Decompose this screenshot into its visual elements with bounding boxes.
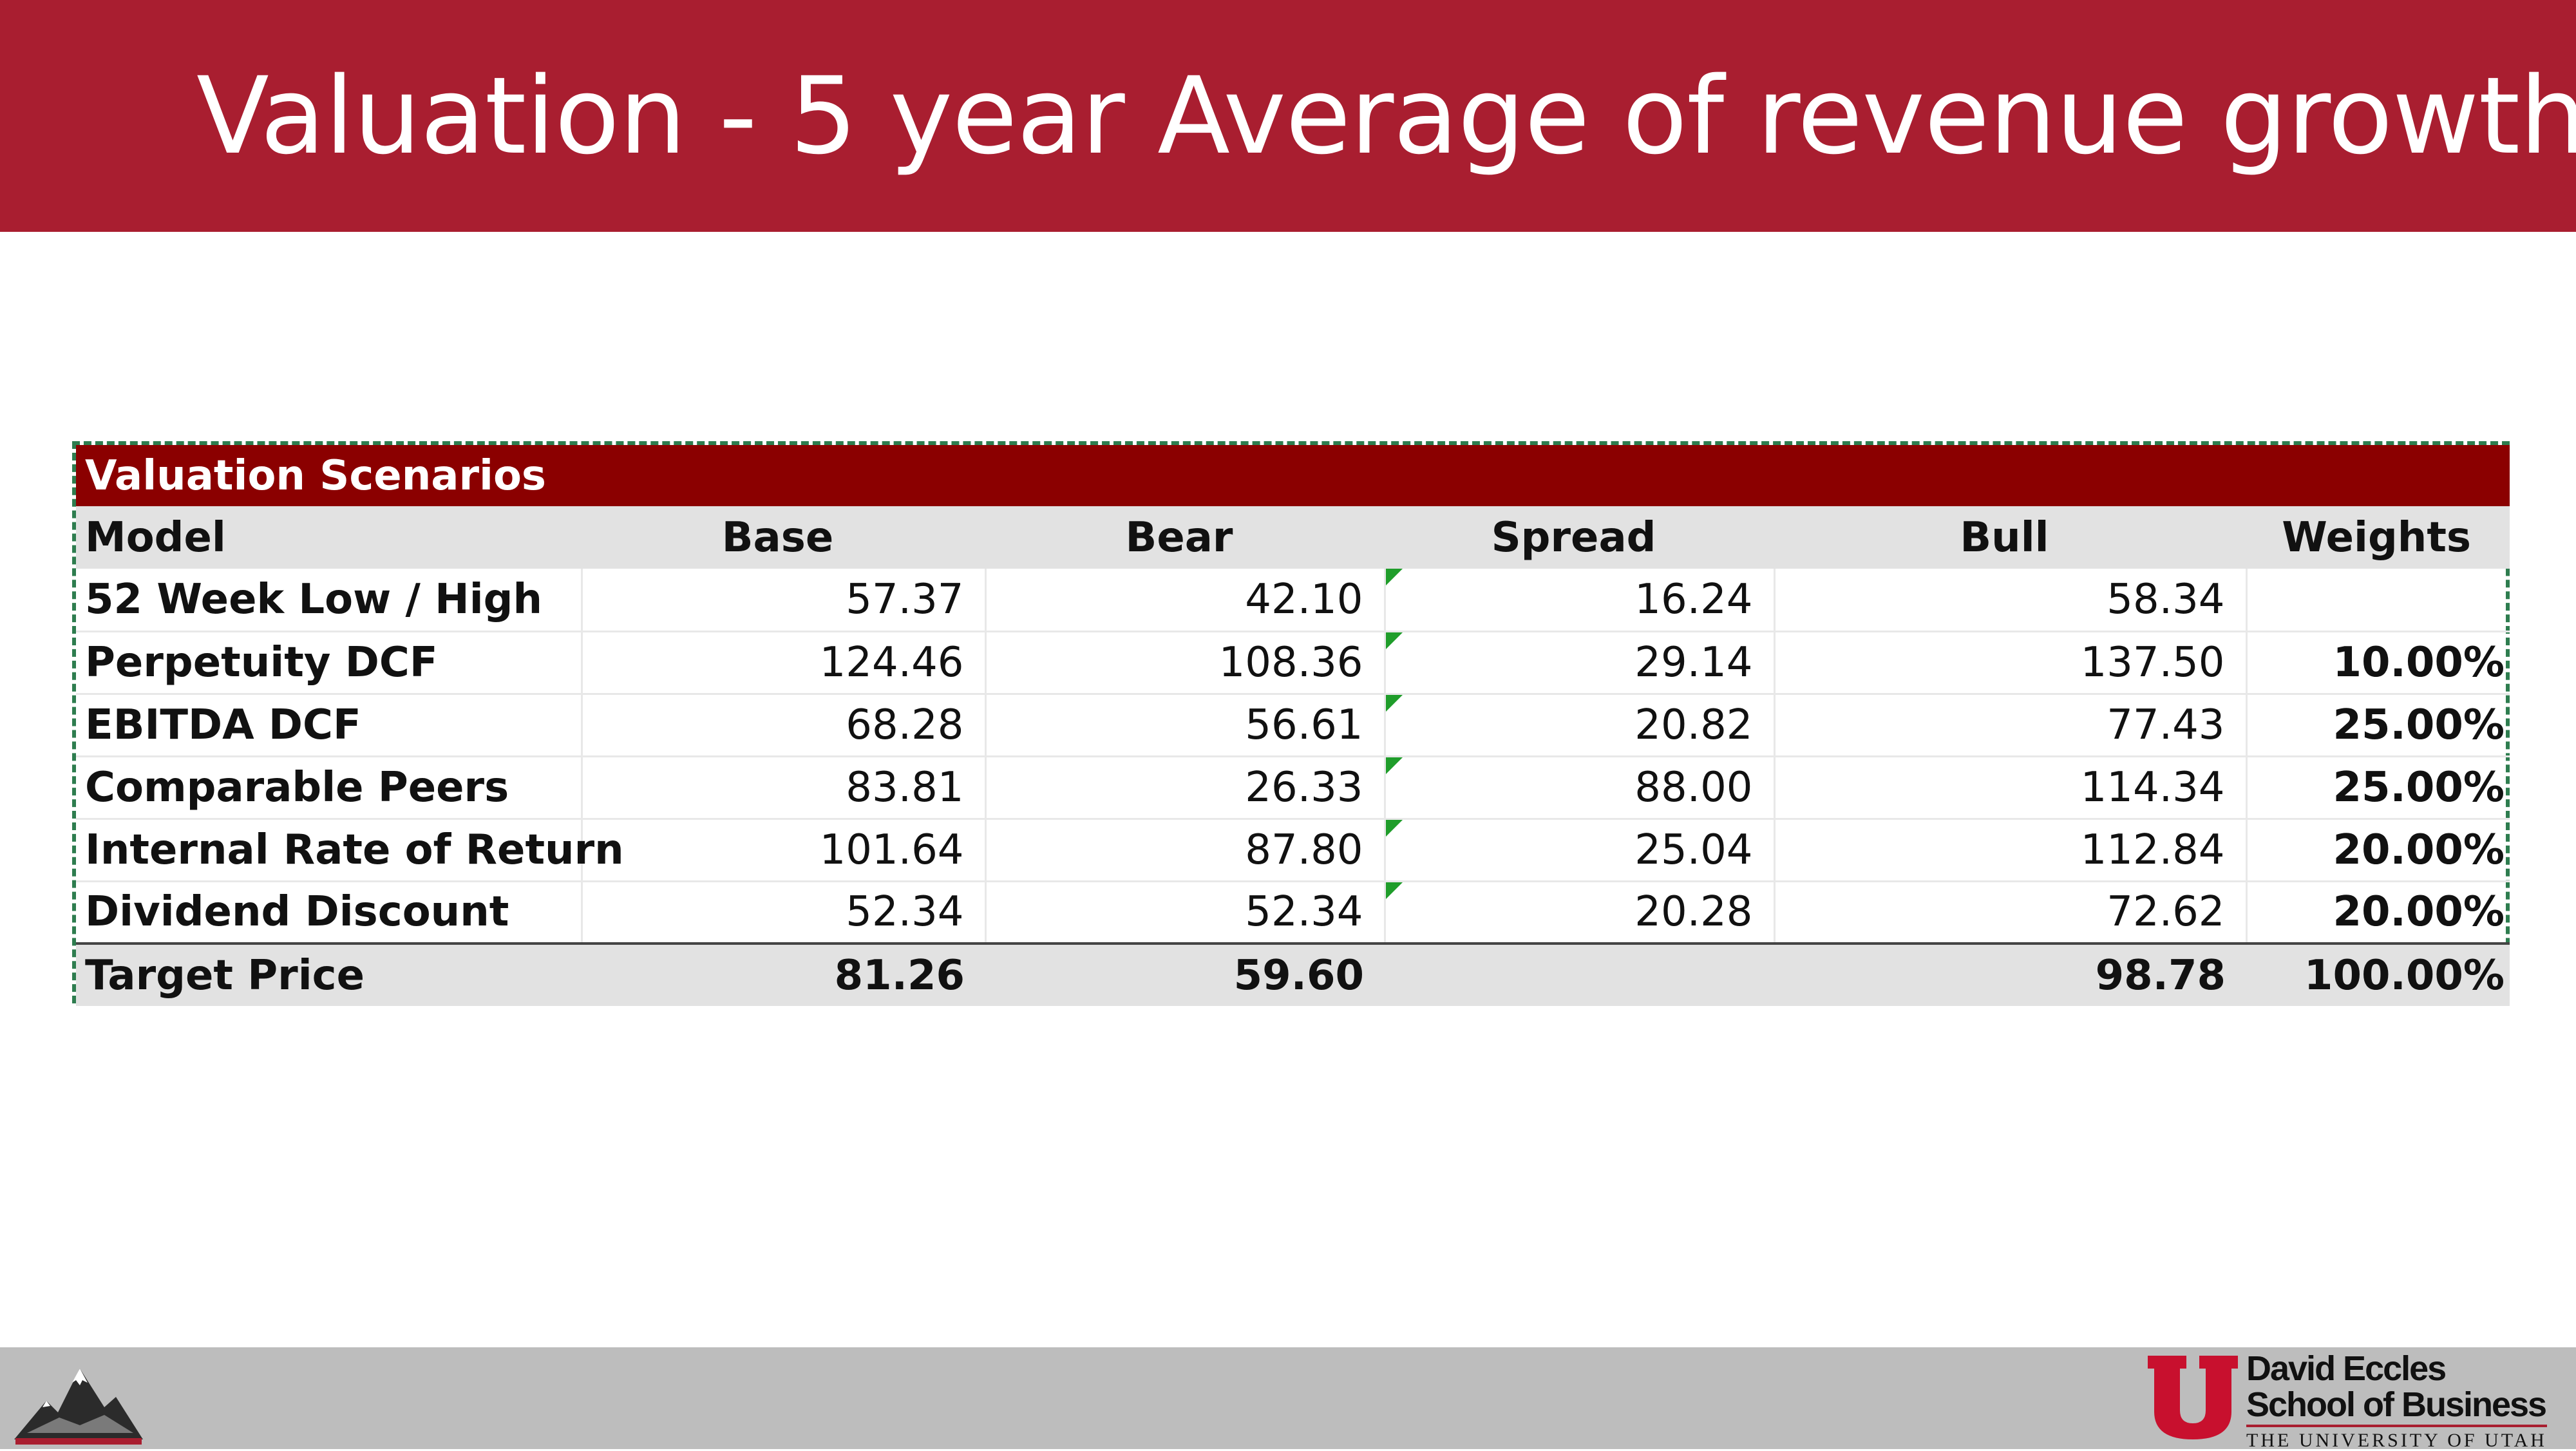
table-row: Internal Rate of Return 101.64 87.80 25.… — [76, 819, 2510, 882]
total-row: Target Price 81.26 59.60 98.78 100.00% — [76, 942, 2510, 1006]
bear-value: 56.61 — [985, 694, 1386, 757]
model-name: Dividend Discount — [76, 881, 583, 945]
weight-value: 25.00% — [2246, 756, 2510, 820]
table-title-row: Valuation Scenarios — [76, 445, 2510, 506]
column-header-base: Base — [582, 506, 985, 569]
base-value: 83.81 — [582, 756, 987, 820]
bear-value: 87.80 — [985, 819, 1386, 882]
bull-value: 112.84 — [1774, 819, 2248, 882]
weight-value — [2246, 569, 2510, 632]
weight-value: 20.00% — [2246, 819, 2510, 882]
bull-value: 58.34 — [1774, 569, 2248, 632]
column-header-bull: Bull — [1774, 506, 2246, 569]
spread-value: 20.82 — [1385, 694, 1776, 757]
spread-value-text: 88.00 — [1634, 763, 1753, 811]
spread-value-text: 20.82 — [1634, 701, 1753, 749]
base-value: 124.46 — [582, 631, 987, 695]
footer-band — [0, 1347, 2576, 1449]
weight-value: 10.00% — [2246, 631, 2510, 695]
bear-value: 26.33 — [985, 756, 1386, 820]
table-row: Dividend Discount 52.34 52.34 20.28 72.6… — [76, 881, 2510, 945]
column-header-model: Model — [76, 506, 582, 569]
block-u-logo-icon — [2148, 1356, 2238, 1439]
bull-value: 114.34 — [1774, 756, 2248, 820]
table-row: Comparable Peers 83.81 26.33 88.00 114.3… — [76, 756, 2510, 820]
table-header-row: Model Base Bear Spread Bull Weights — [76, 506, 2510, 569]
total-bear: 59.60 — [985, 942, 1385, 1006]
model-name: EBITDA DCF — [76, 694, 583, 757]
error-marker-icon — [1385, 632, 1403, 649]
weight-value: 25.00% — [2246, 694, 2510, 757]
column-header-bear: Bear — [985, 506, 1385, 569]
total-label: Target Price — [76, 942, 582, 1006]
base-value: 101.64 — [582, 819, 987, 882]
spread-value-text: 16.24 — [1634, 575, 1753, 623]
total-spread — [1385, 942, 1774, 1006]
total-base: 81.26 — [582, 942, 985, 1006]
column-header-weights: Weights — [2246, 506, 2510, 569]
model-name: Perpetuity DCF — [76, 631, 583, 695]
base-value: 68.28 — [582, 694, 987, 757]
school-name: David Eccles School of Business THE UNIV… — [2246, 1351, 2547, 1450]
column-header-spread: Spread — [1385, 506, 1774, 569]
total-weight: 100.00% — [2246, 942, 2510, 1006]
spread-value-text: 29.14 — [1634, 638, 1753, 687]
slide-title: Valuation - 5 year Average of revenue gr… — [196, 54, 2576, 178]
table-row: EBITDA DCF 68.28 56.61 20.82 77.43 25.00… — [76, 694, 2510, 757]
spread-value-text: 20.28 — [1634, 888, 1753, 936]
bull-value: 137.50 — [1774, 631, 2248, 695]
table-row: Perpetuity DCF 124.46 108.36 29.14 137.5… — [76, 631, 2510, 695]
error-marker-icon — [1385, 882, 1403, 899]
mountain-logo-icon — [14, 1369, 143, 1445]
base-value: 52.34 — [582, 881, 987, 945]
table-row: 52 Week Low / High 57.37 42.10 16.24 58.… — [76, 569, 2510, 632]
bull-value: 72.62 — [1774, 881, 2248, 945]
spread-value: 29.14 — [1385, 631, 1776, 695]
spread-value-text: 25.04 — [1634, 826, 1753, 874]
header-band — [0, 0, 2576, 232]
spread-value: 20.28 — [1385, 881, 1776, 945]
weight-value: 20.00% — [2246, 881, 2510, 945]
total-bull: 98.78 — [1774, 942, 2246, 1006]
spread-value: 16.24 — [1385, 569, 1776, 632]
bear-value: 42.10 — [985, 569, 1386, 632]
school-name-line2: School of Business — [2246, 1387, 2547, 1427]
spread-value: 25.04 — [1385, 819, 1776, 882]
valuation-table: Valuation Scenarios Model Base Bear Spre… — [72, 441, 2510, 1006]
model-name: Internal Rate of Return — [76, 819, 624, 882]
error-marker-icon — [1385, 819, 1403, 837]
error-marker-icon — [1385, 757, 1403, 774]
bear-value: 52.34 — [985, 881, 1386, 945]
spread-value: 88.00 — [1385, 756, 1776, 820]
bull-value: 77.43 — [1774, 694, 2248, 757]
error-marker-icon — [1385, 569, 1403, 585]
error-marker-icon — [1385, 694, 1403, 712]
school-name-line1: David Eccles — [2246, 1349, 2447, 1388]
university-name: THE UNIVERSITY OF UTAH — [2246, 1430, 2547, 1451]
bear-value: 108.36 — [985, 631, 1386, 695]
model-name: 52 Week Low / High — [76, 569, 583, 632]
table-title: Valuation Scenarios — [76, 445, 2510, 506]
base-value: 57.37 — [582, 569, 987, 632]
model-name: Comparable Peers — [76, 756, 583, 820]
